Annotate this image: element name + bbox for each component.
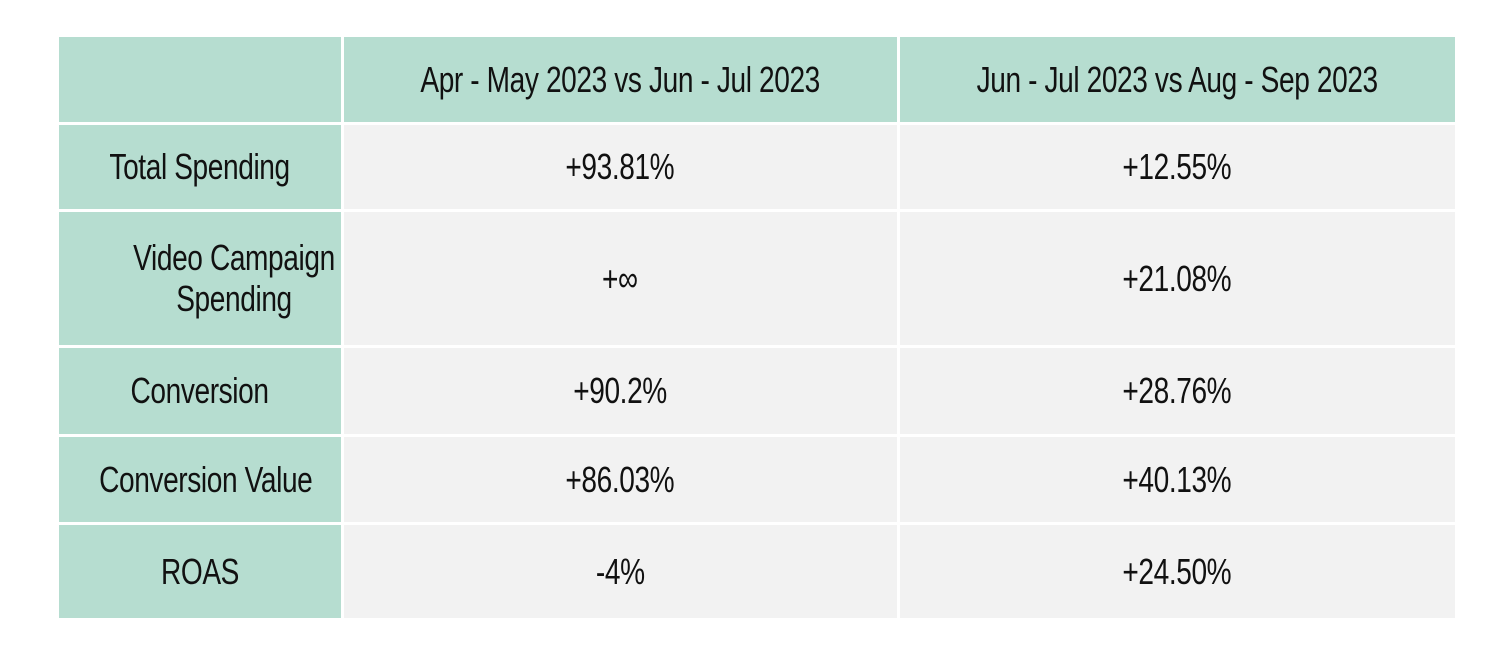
row-label-cell: Conversion (59, 344, 344, 437)
row-label-cell: Total Spending (59, 121, 344, 212)
value-period-1: +90.2% (573, 370, 667, 411)
header-period-1-text: Apr - May 2023 vs Jun - Jul 2023 (420, 58, 820, 100)
value-cell: +12.55% (896, 121, 1455, 212)
table-row: Video Campaign Spending +∞ +21.08% (59, 208, 1455, 348)
value-period-2: +21.08% (1122, 257, 1232, 299)
row-label-cell: Video Campaign Spending (59, 208, 344, 348)
table-row: Conversion Value +86.03% +40.13% (59, 433, 1455, 525)
value-cell: +86.03% (340, 433, 900, 525)
row-label: Conversion Value (99, 458, 313, 500)
row-label: ROAS (160, 550, 239, 592)
table-header-row: Apr - May 2023 vs Jun - Jul 2023 Jun - J… (59, 37, 1455, 125)
value-cell: +28.76% (896, 344, 1455, 437)
row-label: Conversion (130, 370, 270, 411)
row-label: Total Spending (109, 146, 291, 187)
row-label-cell: Conversion Value (59, 433, 344, 525)
header-period-2-text: Jun - Jul 2023 vs Aug - Sep 2023 (976, 58, 1379, 100)
value-period-2: +24.50% (1122, 550, 1232, 592)
value-period-2: +28.76% (1122, 370, 1232, 411)
value-cell: +∞ (340, 208, 900, 348)
table-row: Total Spending +93.81% +12.55% (59, 121, 1455, 212)
value-cell: +21.08% (896, 208, 1455, 348)
value-period-2: +12.55% (1122, 146, 1232, 187)
comparison-table: Apr - May 2023 vs Jun - Jul 2023 Jun - J… (59, 37, 1455, 618)
header-period-1: Apr - May 2023 vs Jun - Jul 2023 (340, 37, 900, 125)
value-cell: +90.2% (340, 344, 900, 437)
value-period-1: -4% (595, 550, 645, 592)
value-cell: +93.81% (340, 121, 900, 212)
table-row: ROAS -4% +24.50% (59, 521, 1455, 618)
row-label-cell: ROAS (59, 521, 344, 618)
header-corner-cell (59, 37, 344, 125)
value-cell: +40.13% (896, 433, 1455, 525)
value-period-1: +86.03% (565, 458, 675, 500)
header-period-2: Jun - Jul 2023 vs Aug - Sep 2023 (896, 37, 1455, 125)
row-label: Video Campaign Spending (133, 237, 335, 319)
value-cell: +24.50% (896, 521, 1455, 618)
comparison-table-container: Apr - May 2023 vs Jun - Jul 2023 Jun - J… (59, 37, 1455, 618)
value-period-1: +∞ (602, 257, 638, 299)
value-period-2: +40.13% (1122, 458, 1232, 500)
table-row: Conversion +90.2% +28.76% (59, 344, 1455, 437)
value-cell: -4% (340, 521, 900, 618)
value-period-1: +93.81% (565, 146, 675, 187)
